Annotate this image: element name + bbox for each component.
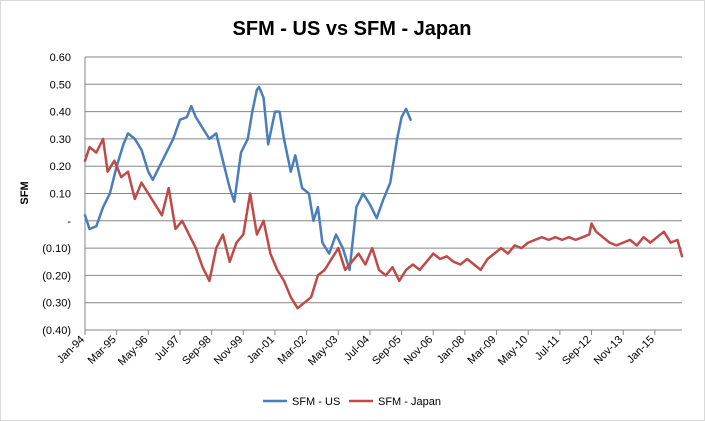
x-tick-label: Jul-11 [533,334,562,363]
y-tick-label: (0.40) [42,325,71,337]
x-tick-label: Mar-09 [466,334,499,367]
x-tick-label: May-03 [306,334,340,368]
x-tick-label: Jan-15 [625,334,657,366]
x-tick-label: Jan-94 [55,334,87,366]
x-tick-label: Nov-13 [592,334,626,368]
y-tick-label: (0.10) [42,243,71,255]
x-tick-label: Sep-98 [180,334,214,368]
x-tick-label: Nov-99 [212,334,246,368]
y-tick-label: 0.10 [50,189,71,201]
x-tick-label: Mar-02 [276,334,309,367]
series-group [83,85,684,310]
gridlines [85,56,682,331]
x-tick-label: Jul-04 [342,334,372,364]
y-tick-label: (0.30) [42,298,71,310]
chart-title: SFM - US vs SFM - Japan [233,18,472,40]
y-tick-label: - [67,216,71,228]
x-tick-label: Jan-08 [435,334,467,366]
x-tick-label: May-96 [116,334,150,368]
series-line-1 [83,137,684,310]
y-tick-label: 0.40 [50,107,71,119]
legend: SFM - US SFM - Japan [263,396,441,408]
x-tick-label: Mar-95 [86,334,119,367]
y-tick-label: 0.30 [50,134,71,146]
x-tick-label: Nov-06 [402,334,436,368]
x-tick-label: May-10 [496,334,530,368]
series-line-0 [83,85,412,272]
x-tick-label: Sep-05 [370,334,404,368]
legend-label: SFM - US [292,396,340,408]
x-tick-label: Jan-01 [245,334,277,366]
y-tick-label: 0.20 [50,161,71,173]
x-tick-label: Sep-12 [560,334,594,368]
y-tick-label: (0.20) [42,270,71,282]
legend-label: SFM - Japan [378,396,441,408]
y-axis-label: SFM [19,181,31,204]
x-tick-label: Jul-97 [152,334,182,364]
y-axis-ticks: 0.60 0.50 0.40 0.30 0.20 0.10 - (0.10) (0.20) (0.… [42,52,71,337]
y-tick-label: 0.60 [50,52,71,64]
y-tick-label: 0.50 [50,79,71,91]
